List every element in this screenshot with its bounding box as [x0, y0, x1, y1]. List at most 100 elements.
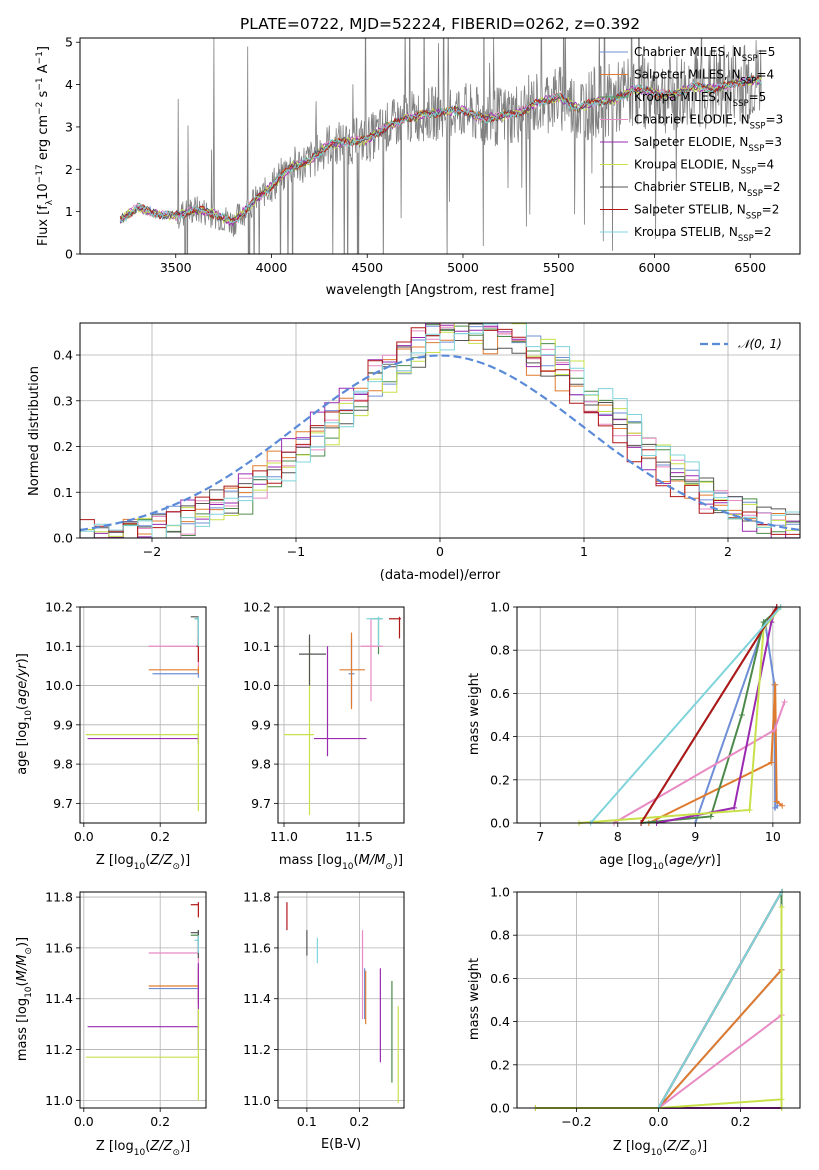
y-tick-label: 10.2 — [45, 600, 73, 615]
y-tick-label: 0.2 — [53, 439, 73, 454]
age-z-grid — [80, 606, 206, 823]
errorbar — [152, 669, 199, 678]
x-tick-label: 5500 — [543, 260, 575, 275]
x-tick-label: 9 — [691, 829, 699, 844]
age-mass-frame — [277, 606, 405, 824]
series — [610, 699, 788, 826]
y-tick-label: 4 — [65, 77, 73, 92]
errorbar — [360, 618, 383, 702]
series-point — [731, 804, 738, 811]
y-tick-label: 11.4 — [45, 991, 73, 1006]
x-tick-label: −2 — [143, 544, 161, 559]
y-tick-label: 0.0 — [490, 1101, 510, 1116]
y-tick-label: 10.1 — [243, 639, 271, 654]
mw-z-ylabel: mass weight — [467, 958, 482, 1040]
massweight-vs-z-panel: −0.2 0.0 0.2 0.0 0.2 0.4 0.6 0.8 1.0 — [490, 885, 801, 1130]
errorbar — [194, 935, 199, 953]
y-tick-label: 0.4 — [53, 348, 73, 363]
mass-ebv-frame — [277, 891, 405, 1109]
y-tick-label: 10.2 — [243, 600, 271, 615]
x-tick-label: 0.2 — [731, 1114, 751, 1129]
model-line — [119, 76, 762, 227]
series-point — [781, 699, 788, 706]
x-tick-label: −1 — [287, 544, 305, 559]
mass-z-marks — [85, 902, 199, 1101]
y-tick-label: 9.7 — [251, 796, 271, 811]
y-tick-label: 0.2 — [490, 772, 510, 787]
spectrum-ticks: 3500 4000 4500 5000 5500 6000 6500 0 1 2 3 4 5 — [65, 35, 766, 275]
x-tick-label: 0.2 — [349, 1114, 369, 1129]
series-point — [778, 1096, 785, 1103]
y-tick-label: 0.6 — [490, 971, 510, 986]
x-tick-label: 10 — [765, 829, 781, 844]
y-tick-label: 0.4 — [490, 729, 510, 744]
series — [655, 889, 785, 1111]
mw-age-grid — [517, 606, 800, 824]
errorbar — [85, 685, 199, 812]
errorbar — [372, 616, 382, 655]
spectrum-xlabel: wavelength [Angstrom, rest frame] — [326, 283, 555, 298]
y-tick-label: 3 — [65, 119, 73, 134]
age-vs-z-panel: 0.0 0.2 9.7 9.8 9.9 10.0 10.1 10.2 — [45, 600, 207, 845]
x-tick-label: 11.5 — [345, 829, 373, 844]
y-tick-label: 11.8 — [45, 890, 73, 905]
age-vs-mass-panel: 11.0 11.5 9.7 9.8 9.9 10.0 10.1 10.2 — [243, 600, 405, 845]
y-tick-label: 0.2 — [490, 1057, 510, 1072]
errorbar — [389, 616, 401, 639]
x-tick-label: 1 — [580, 544, 588, 559]
age-mass-ticks: 11.0 11.5 9.7 9.8 9.9 10.0 10.1 10.2 — [243, 600, 373, 845]
model-line — [119, 74, 762, 223]
legend-label: Kroupa STELIB, NSSP=2 — [634, 225, 772, 244]
y-tick-label: 1.0 — [490, 600, 510, 615]
mw-age-frame — [516, 606, 801, 824]
residual-histograms — [80, 323, 800, 538]
y-tick-label: 2 — [65, 162, 73, 177]
mw-z-ticks: −0.2 0.0 0.2 0.0 0.2 0.4 0.6 0.8 1.0 — [490, 885, 750, 1130]
y-tick-label: 9.9 — [53, 717, 73, 732]
y-tick-label: 11.0 — [45, 1093, 73, 1108]
errorbar — [366, 616, 383, 647]
age-mass-xlabel: mass [log10(M/M⊙)] — [279, 853, 403, 872]
y-tick-label: 1 — [65, 204, 73, 219]
x-tick-label: 4000 — [256, 260, 288, 275]
y-tick-label: 11.6 — [45, 940, 73, 955]
errorbar — [339, 632, 365, 710]
y-tick-label: 11.2 — [243, 1042, 271, 1057]
y-tick-label: 0.4 — [490, 1014, 510, 1029]
age-z-frame — [79, 606, 207, 824]
x-tick-label: 0.2 — [150, 1114, 170, 1129]
series-point — [771, 727, 778, 734]
series-point — [779, 802, 786, 809]
mass-z-ticks: 0.0 0.2 11.0 11.2 11.4 11.6 11.8 — [45, 890, 170, 1129]
y-tick-label: 5 — [65, 35, 73, 50]
series — [587, 604, 784, 826]
age-z-xlabel: Z [log10(Z/Z⊙)] — [96, 853, 190, 872]
spectrum-lines — [119, 38, 762, 254]
errorbar — [190, 616, 199, 647]
mass-ebv-grid — [278, 892, 404, 1108]
errorbar — [190, 902, 199, 918]
x-tick-label: −0.2 — [561, 1114, 591, 1129]
series-point — [707, 813, 714, 820]
normal-curve — [79, 354, 801, 532]
series-line — [589, 606, 782, 824]
y-tick-label: 0.0 — [490, 816, 510, 831]
age-z-ticks: 0.0 0.2 9.7 9.8 9.9 10.0 10.1 10.2 — [45, 600, 170, 845]
errorbar — [148, 942, 199, 974]
mass-z-ylabel: mass [log10(M/M⊙)] — [15, 937, 34, 1061]
errorbar — [148, 665, 199, 674]
mw-z-frame — [516, 891, 801, 1109]
errorbar — [314, 646, 367, 757]
mass-z-frame — [79, 891, 207, 1109]
y-tick-label: 0 — [65, 247, 73, 262]
x-tick-label: 0.0 — [649, 1114, 669, 1129]
errorbar — [194, 616, 199, 647]
x-tick-label: 8 — [614, 829, 622, 844]
x-tick-label: 3500 — [160, 260, 192, 275]
x-tick-label: 6500 — [734, 260, 766, 275]
mw-age-lines — [576, 604, 788, 826]
x-tick-label: 0.1 — [297, 1114, 317, 1129]
y-tick-label: 0.0 — [53, 531, 73, 546]
x-tick-label: 0 — [436, 544, 444, 559]
